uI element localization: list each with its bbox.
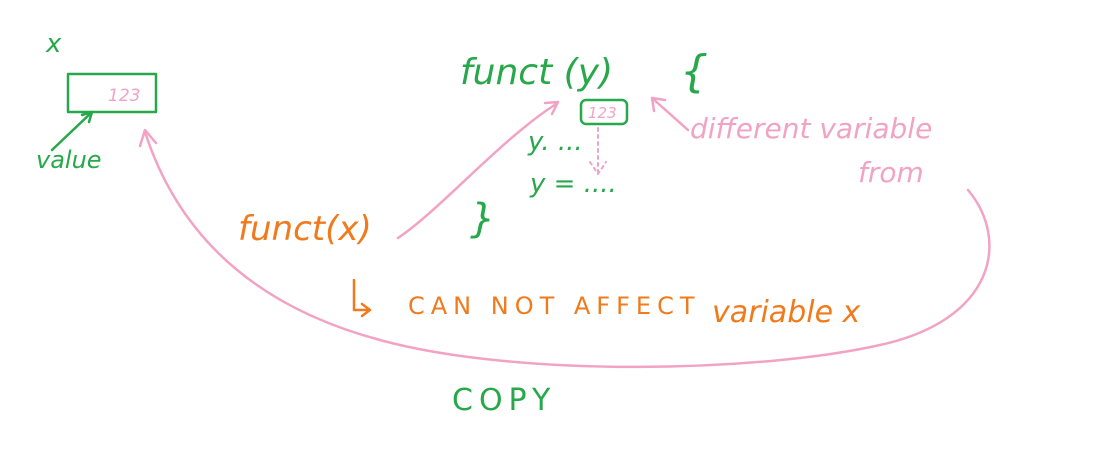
copy-label: COPY — [452, 383, 556, 418]
close-brace: } — [470, 196, 495, 242]
variable-x-label: x — [45, 29, 62, 59]
function-call: funct(x) — [238, 209, 372, 249]
value-label: value — [36, 146, 102, 174]
value-pointer-arrow — [50, 110, 94, 152]
different-variable-arrow — [650, 96, 690, 132]
copied-value-box — [579, 98, 629, 126]
function-definition: funct (y) — [460, 52, 613, 93]
call-to-parameter-arrow — [396, 100, 560, 240]
open-brace: { — [680, 46, 708, 97]
cannot-affect-text: CAN NOT AFFECT — [408, 292, 701, 320]
result-arrow-icon — [352, 278, 372, 318]
different-variable-note: different variable — [690, 112, 932, 145]
function-body-line-1: y. ... — [527, 127, 583, 157]
from-note: from — [858, 156, 924, 189]
function-body-line-2: y = .... — [529, 169, 617, 199]
copied-value: 123 — [588, 104, 617, 122]
assignment-dashed-arrow — [589, 127, 607, 175]
variable-x-box — [66, 72, 158, 114]
variable-x-value: 123 — [108, 86, 140, 106]
variable-x-text: variable x — [712, 295, 861, 330]
copy-loop-arrow — [138, 128, 991, 369]
